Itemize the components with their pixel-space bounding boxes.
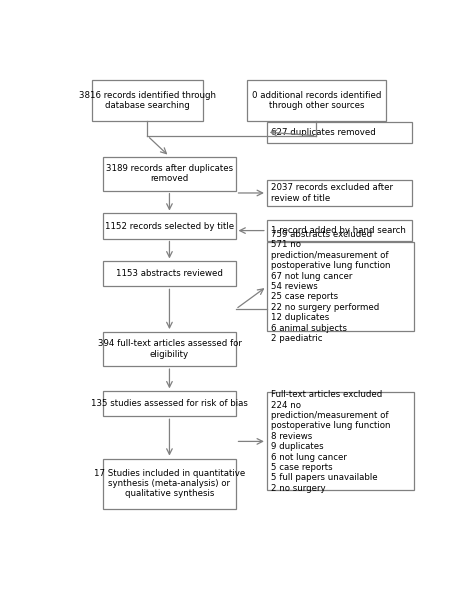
Text: 627 duplicates removed: 627 duplicates removed — [271, 128, 376, 137]
FancyBboxPatch shape — [267, 121, 412, 143]
FancyBboxPatch shape — [103, 332, 236, 366]
FancyBboxPatch shape — [267, 392, 414, 490]
Text: Full-text articles excluded
224 no
prediction/measurement of
postoperative lung : Full-text articles excluded 224 no predi… — [271, 390, 391, 493]
Text: 3816 records identified through
database searching: 3816 records identified through database… — [79, 91, 216, 110]
Text: 759 abstracts excluded
571 no
prediction/measurement of
postoperative lung funct: 759 abstracts excluded 571 no prediction… — [271, 230, 391, 343]
FancyBboxPatch shape — [267, 181, 412, 205]
Text: 3189 records after duplicates
removed: 3189 records after duplicates removed — [106, 164, 233, 184]
FancyBboxPatch shape — [103, 261, 236, 287]
FancyBboxPatch shape — [267, 242, 414, 331]
FancyBboxPatch shape — [103, 214, 236, 239]
Text: 394 full-text articles assessed for
eligibility: 394 full-text articles assessed for elig… — [98, 339, 241, 359]
Text: 0 additional records identified
through other sources: 0 additional records identified through … — [252, 91, 381, 110]
Text: 17 Studies included in quantitative
synthesis (meta-analysis) or
qualitative syn: 17 Studies included in quantitative synt… — [94, 469, 245, 498]
Text: 2037 records excluded after
review of title: 2037 records excluded after review of ti… — [271, 184, 393, 202]
Text: 135 studies assessed for risk of bias: 135 studies assessed for risk of bias — [91, 399, 248, 408]
FancyBboxPatch shape — [246, 80, 386, 121]
FancyBboxPatch shape — [103, 156, 236, 191]
FancyBboxPatch shape — [267, 220, 412, 241]
FancyBboxPatch shape — [103, 391, 236, 416]
Text: 1153 abstracts reviewed: 1153 abstracts reviewed — [116, 269, 223, 278]
Text: 1 record added by hand search: 1 record added by hand search — [271, 226, 406, 235]
FancyBboxPatch shape — [103, 458, 236, 509]
FancyBboxPatch shape — [92, 80, 202, 121]
Text: 1152 records selected by title: 1152 records selected by title — [105, 221, 234, 230]
